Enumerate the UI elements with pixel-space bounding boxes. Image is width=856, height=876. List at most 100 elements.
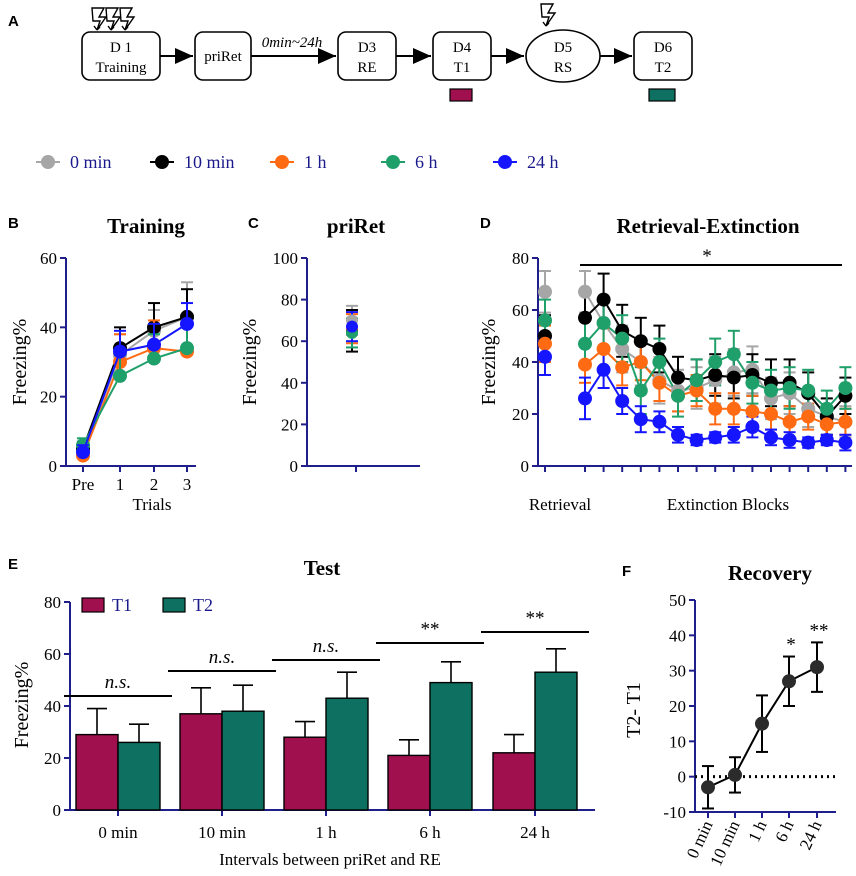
data-point xyxy=(701,780,715,795)
data-point xyxy=(801,383,816,398)
data-point xyxy=(819,401,834,416)
data-point xyxy=(689,373,704,388)
data-point xyxy=(147,351,161,366)
panel-b-x-tick-label: Pre xyxy=(72,475,95,494)
data-point-retrieval xyxy=(538,336,552,351)
panel-e-x-tick-label: 10 min xyxy=(198,823,246,842)
bar-T2 xyxy=(325,697,369,811)
flow-box-d5-line1: D5 xyxy=(554,40,572,56)
flow-interval-label: 0min~24h xyxy=(262,35,323,51)
data-point xyxy=(764,430,778,445)
data-point xyxy=(578,391,592,406)
data-point xyxy=(726,370,741,385)
data-point xyxy=(726,427,741,442)
panel-letter-c: C xyxy=(248,215,259,232)
data-point xyxy=(578,310,592,325)
legend-label: 10 min xyxy=(184,152,235,172)
panel-b-y-tick-label: 40 xyxy=(40,318,57,337)
data-point xyxy=(745,420,760,434)
panel-d-y-tick-label: 80 xyxy=(512,249,529,268)
data-point xyxy=(180,316,194,331)
panel-b-x-axis-label: Trials xyxy=(132,495,171,514)
data-point xyxy=(782,414,797,429)
panel-letter-f: F xyxy=(622,563,631,580)
panel-f-y-tick-label: 20 xyxy=(669,697,686,716)
panel-e-y-tick-label: 80 xyxy=(44,593,61,612)
panel-d-significance: * xyxy=(702,246,712,267)
data-point xyxy=(782,381,797,395)
data-point xyxy=(671,427,685,442)
legend-marker xyxy=(275,155,289,169)
panel-d-y-axis-label: Freezing% xyxy=(478,319,500,406)
panel-e-legend-label: T1 xyxy=(112,595,132,615)
legend-label: 24 h xyxy=(527,152,559,172)
panel-e-x-tick-label: 6 h xyxy=(419,823,441,842)
data-point xyxy=(819,417,834,432)
panel-e-y-tick-label: 20 xyxy=(44,749,61,768)
data-point-retrieval xyxy=(538,349,552,364)
data-point xyxy=(745,375,760,390)
panel-e-test-chart: Test 0 20 40 60 80 Freezing% Intervals between … xyxy=(11,556,595,869)
flow-box-d4-line2: T1 xyxy=(454,60,471,76)
flow-box-d1-line1: D 1 xyxy=(110,40,132,56)
data-point xyxy=(147,337,161,352)
legend-marker xyxy=(155,155,169,169)
series-line-6h xyxy=(82,347,188,446)
panel-d-y-tick-label: 20 xyxy=(512,405,529,424)
flow-box-d4-line1: D4 xyxy=(453,40,472,56)
panel-b-y-axis-label: Freezing% xyxy=(9,319,31,406)
bar-T2 xyxy=(429,681,473,811)
panel-e-significance-label: ** xyxy=(421,619,440,640)
data-point xyxy=(671,388,685,403)
panel-c-y-tick-label: 60 xyxy=(281,332,298,351)
bar-T2 xyxy=(117,741,161,811)
data-point xyxy=(838,435,853,450)
bar-T1 xyxy=(387,754,431,811)
data-point xyxy=(615,394,630,408)
data-point xyxy=(578,284,592,299)
flow-box-d3-line2: RE xyxy=(357,60,376,76)
data-point-retrieval xyxy=(538,313,552,328)
flow-box-d1-line2: Training xyxy=(95,60,147,76)
panel-b-x-tick-label: 3 xyxy=(183,475,192,494)
panel-c-y-tick-label: 40 xyxy=(281,374,298,393)
panel-e-y-tick-label: 0 xyxy=(53,801,62,820)
panel-c-y-tick-label: 100 xyxy=(273,249,299,268)
t2-color-swatch xyxy=(648,88,676,102)
data-point xyxy=(346,320,358,333)
flow-box-d6: D6 T2 xyxy=(633,31,693,81)
legend-label: 1 h xyxy=(304,152,327,172)
data-point xyxy=(615,360,630,375)
panel-b-training-chart: Training 0 20 40 60 Pre 1 2 3 Trials Freezing% xyxy=(9,214,196,514)
panel-b-title: Training xyxy=(107,214,185,238)
data-point xyxy=(652,342,667,356)
data-point xyxy=(708,401,723,416)
bar-T1 xyxy=(492,752,536,811)
legend-marker xyxy=(386,155,400,169)
panel-b-y-tick-label: 20 xyxy=(40,388,57,407)
panel-e-significance-label: n.s. xyxy=(313,636,339,657)
lightning-icon xyxy=(119,7,136,31)
data-point xyxy=(596,342,611,356)
panel-e-legend-swatch xyxy=(81,597,105,613)
panel-e-x-tick-label: 1 h xyxy=(315,823,337,842)
data-point xyxy=(708,430,723,445)
panel-a: A D 1 Training priRet D3 RE D4 T1 xyxy=(8,3,693,102)
flow-box-d3-line1: D3 xyxy=(358,40,376,56)
legend-marker xyxy=(498,155,512,169)
data-point xyxy=(782,674,796,689)
data-point xyxy=(801,409,816,424)
panel-c-y-tick-label: 20 xyxy=(281,415,298,434)
data-point xyxy=(726,401,741,416)
panel-letter-a: A xyxy=(8,13,19,30)
lightning-icon xyxy=(91,7,108,31)
panel-letter-b: B xyxy=(8,215,19,232)
group-legend: 0 min 10 min 1 h 6 h 24 h xyxy=(36,152,559,172)
panel-f-y-tick-label: 0 xyxy=(678,768,687,787)
data-point xyxy=(633,355,648,369)
data-point xyxy=(633,334,648,349)
data-point xyxy=(596,292,611,307)
data-point xyxy=(633,412,648,427)
panel-f-x-tick-label: 1 h xyxy=(744,817,770,845)
panel-c-title: priRet xyxy=(327,214,385,238)
